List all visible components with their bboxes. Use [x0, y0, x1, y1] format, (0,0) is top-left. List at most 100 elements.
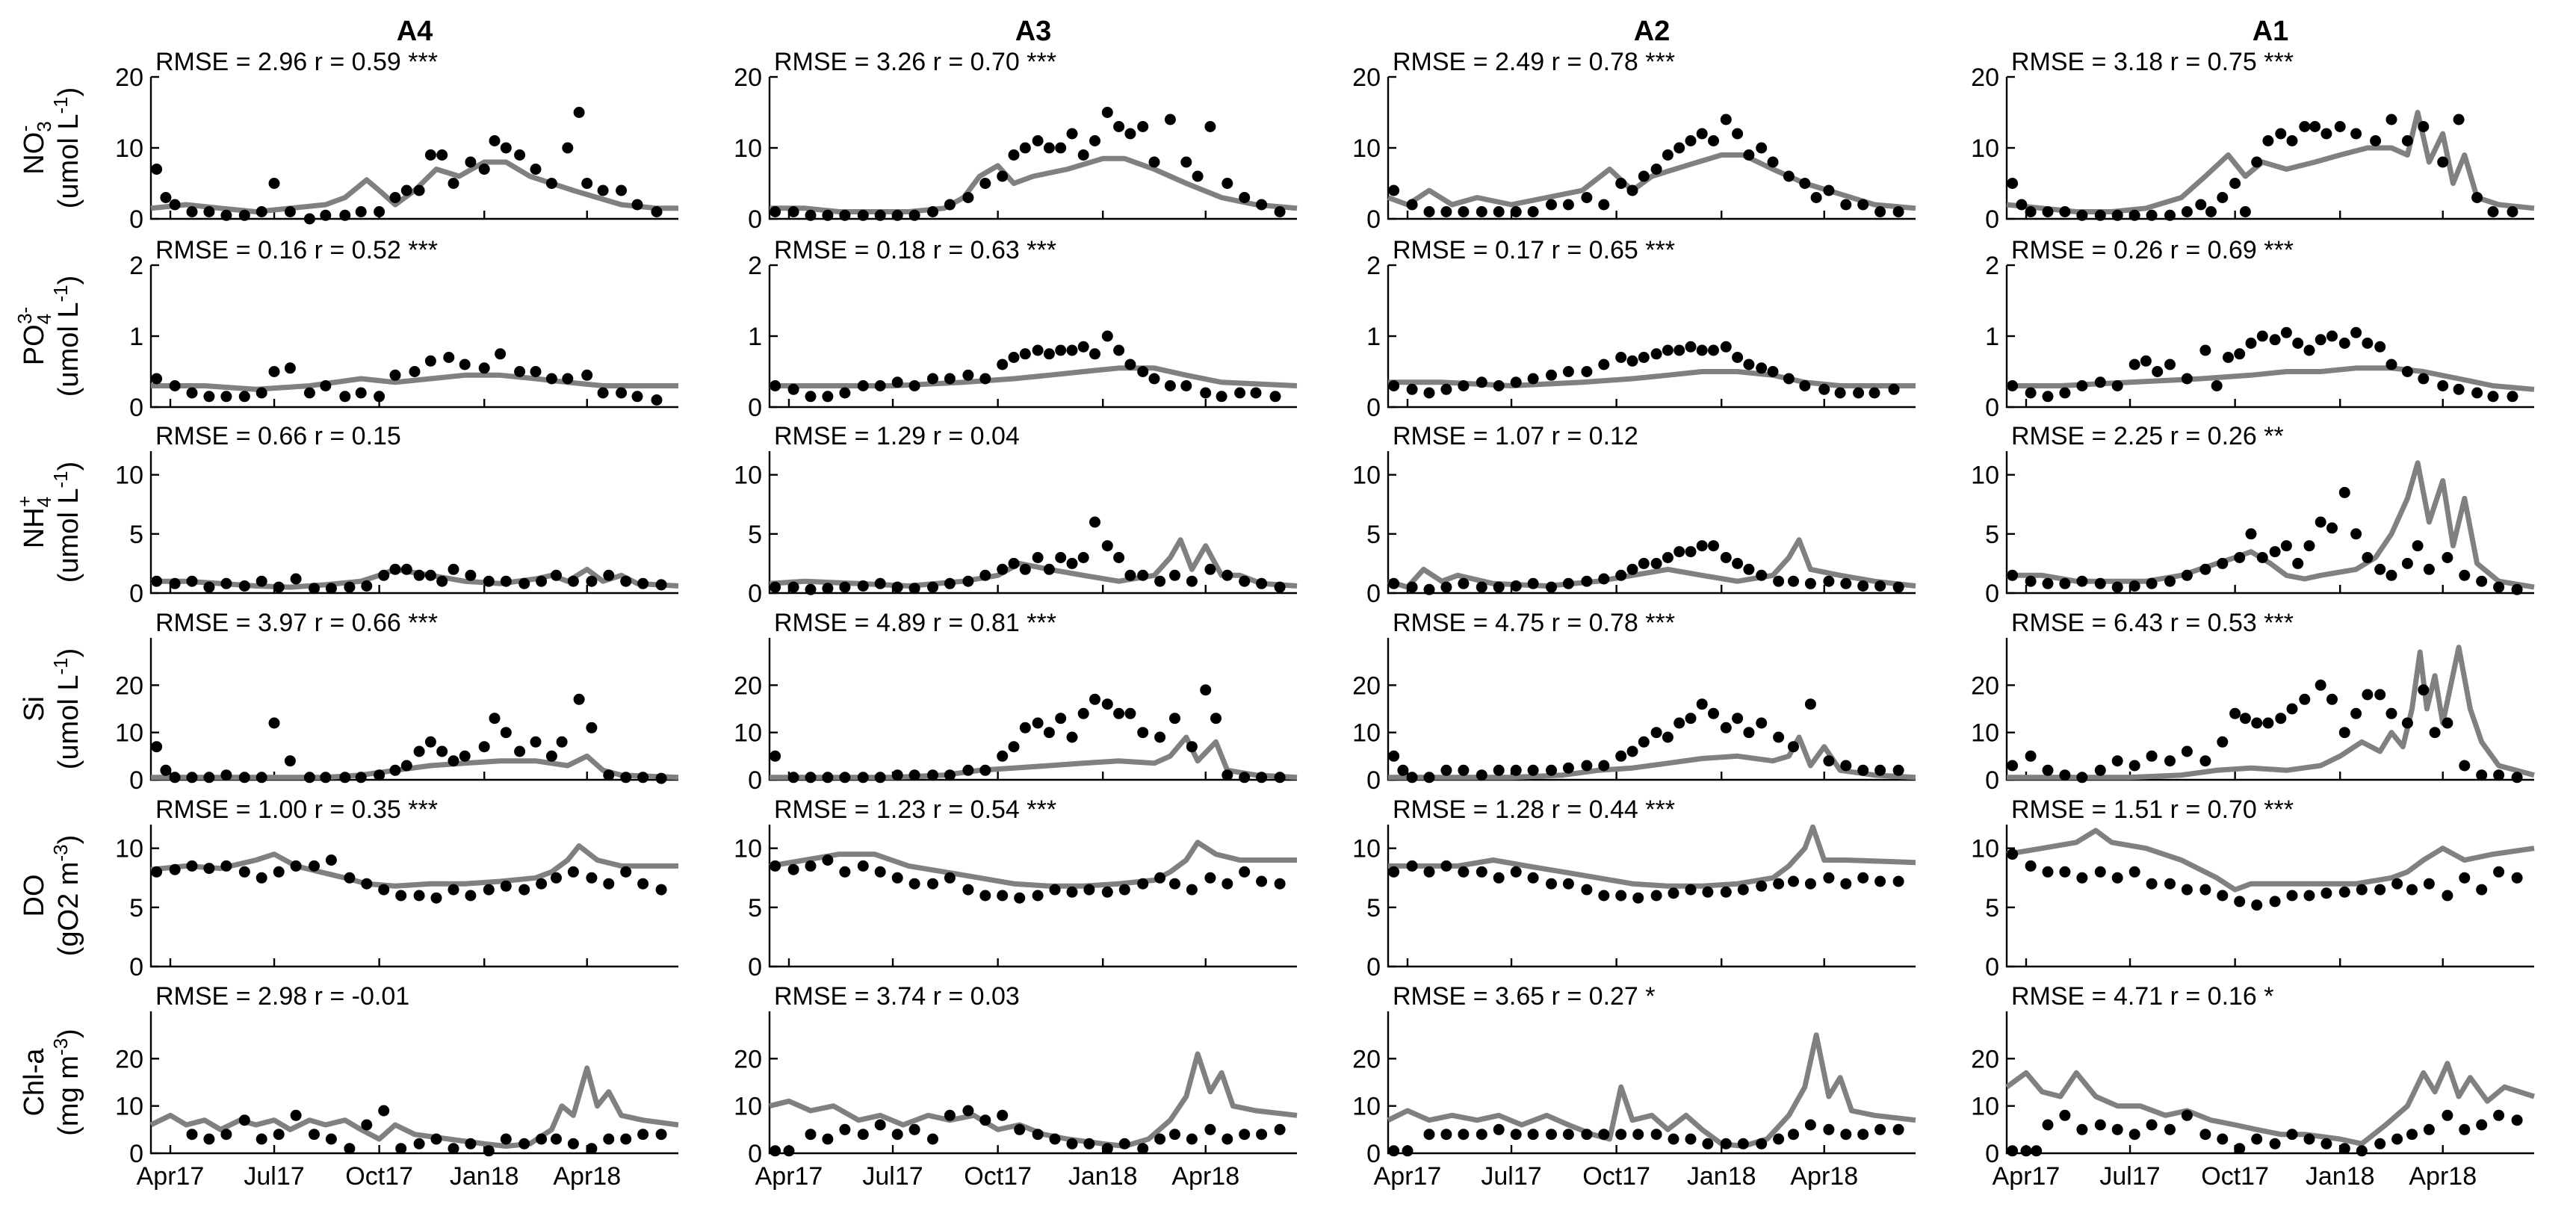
observed-point [2374, 884, 2386, 896]
y-tick-label: 0 [129, 580, 143, 608]
observed-point [1632, 1129, 1644, 1141]
observed-point [586, 575, 598, 587]
observed-point [2251, 156, 2263, 168]
observed-point [2199, 344, 2211, 356]
observed-point [1008, 149, 1020, 161]
row-unit-po4: (umol L-1) [49, 276, 84, 397]
observed-point [2406, 1129, 2418, 1141]
observed-point [2239, 713, 2251, 725]
observed-point [1008, 557, 1020, 569]
observed-point [908, 209, 920, 221]
observed-point [151, 575, 163, 587]
observed-point [2181, 1109, 2193, 1121]
observed-point [2111, 1123, 2123, 1135]
observed-point [530, 164, 542, 175]
observed-point [530, 736, 542, 748]
observed-point [581, 178, 593, 189]
observed-point [1077, 149, 1089, 161]
observed-point [2350, 528, 2362, 540]
observed-point [1008, 741, 1020, 753]
observed-point [1169, 1129, 1180, 1141]
observed-point [562, 142, 574, 154]
observed-point [2275, 128, 2287, 140]
observed-point [874, 380, 886, 391]
observed-point [979, 764, 991, 776]
column-title-a3: A3 [1015, 16, 1052, 47]
observed-point [616, 387, 628, 399]
observed-point [1113, 344, 1125, 356]
x-tick-label: Jan18 [2306, 1162, 2375, 1191]
observed-point [1804, 698, 1816, 710]
stats-label: RMSE = 0.18 r = 0.63 *** [774, 236, 1056, 264]
panel-chla-a1: 0 10 20 Apr17 Jul17 Oct17 Jan18 Apr18 RMSE = 4.7… [1971, 982, 2536, 1191]
observed-point [169, 199, 181, 211]
observed-point [1626, 745, 1638, 757]
observed-point [651, 206, 663, 217]
observed-point [1696, 344, 1708, 356]
observed-point [465, 569, 477, 581]
observed-point [839, 866, 851, 878]
row-unit-no3: (umol L-1) [49, 87, 84, 209]
observed-point [1527, 577, 1539, 589]
y-tick-label: 0 [1366, 1140, 1381, 1168]
observed-point [1066, 731, 1078, 743]
observed-point [1101, 330, 1113, 342]
observed-point [2391, 1133, 2403, 1145]
observed-point [400, 563, 412, 575]
observed-point [2164, 575, 2176, 587]
observed-point [2269, 334, 2281, 346]
y-tick-label: 0 [1366, 953, 1381, 981]
observed-point [1510, 1129, 1522, 1141]
observed-point [536, 1133, 548, 1145]
stats-label: RMSE = 0.17 r = 0.65 *** [1393, 236, 1675, 264]
x-tick-label: Apr17 [1374, 1162, 1442, 1191]
observed-point [448, 884, 459, 896]
observed-point [603, 569, 615, 581]
stats-label: RMSE = 1.51 r = 0.70 *** [2011, 795, 2294, 824]
observed-point [2111, 755, 2123, 767]
observed-point [361, 580, 373, 592]
observed-point [586, 872, 598, 884]
observed-point [2025, 387, 2037, 399]
observed-point [2199, 563, 2211, 575]
observed-point [1101, 540, 1113, 552]
observed-point [1788, 875, 1799, 887]
observed-point [151, 164, 163, 175]
stats-label: RMSE = 6.43 r = 0.53 *** [2011, 609, 2294, 637]
observed-point [2111, 581, 2123, 593]
observed-point [603, 1133, 615, 1145]
observed-point [2442, 890, 2453, 902]
observed-point [1510, 580, 1522, 592]
y-tick-label: 5 [129, 894, 143, 922]
observed-point [465, 890, 477, 902]
observed-point [567, 575, 579, 587]
model-series-line [769, 1051, 1298, 1149]
observed-point [1124, 359, 1136, 370]
observed-point [389, 369, 401, 381]
observed-point [1527, 764, 1539, 776]
observed-point [2315, 679, 2326, 691]
observed-point [2315, 516, 2326, 528]
observed-point [822, 772, 834, 784]
observed-point [500, 142, 512, 154]
y-tick-label: 20 [734, 671, 762, 700]
observed-point [1388, 184, 1400, 196]
observed-point [874, 1119, 886, 1131]
y-tick-label: 20 [115, 671, 143, 700]
stats-label: RMSE = 3.18 r = 0.75 *** [2011, 48, 2294, 76]
observed-point [2234, 896, 2246, 908]
observed-point [1888, 383, 1900, 395]
observed-point [2164, 209, 2176, 221]
observed-point [839, 387, 851, 399]
observed-point [389, 563, 401, 575]
observed-point [1892, 581, 1904, 593]
observed-point [2245, 528, 2257, 540]
y-tick-label: 0 [1985, 205, 1999, 234]
observed-point [805, 1129, 817, 1141]
y-tick-label: 5 [1985, 521, 1999, 549]
observed-point [186, 860, 198, 872]
observed-point [545, 750, 557, 762]
observed-point [1239, 772, 1251, 784]
observed-point [339, 772, 351, 784]
observed-point [1118, 1138, 1130, 1150]
